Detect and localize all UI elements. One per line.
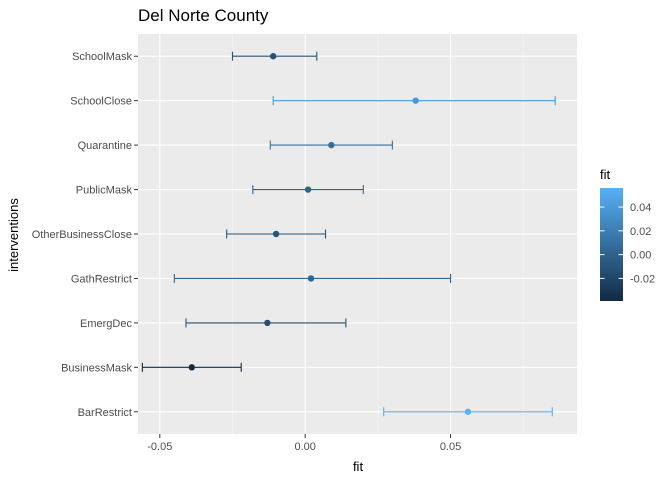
legend: fit -0.02 0.00 0.02 0.04 [600, 167, 655, 301]
y-tick-label: EmergDec [80, 318, 132, 330]
chart-title: Del Norte County [138, 6, 269, 25]
y-ticks: SchoolMask SchoolClose Quarantine PublicMas… [32, 51, 138, 419]
colorbar-tick-label: 0.04 [630, 202, 651, 214]
y-tick-label: BarRestrict [78, 407, 132, 419]
x-tick-label: -0.05 [147, 441, 172, 453]
y-tick-label: BusinessMask [61, 362, 132, 374]
colorbar-tick-label: -0.02 [630, 273, 655, 285]
point-PublicMask [304, 186, 312, 193]
y-axis-title: interventions [6, 198, 21, 272]
point-BarRestrict [464, 408, 472, 415]
colorbar-tick-label: 0.02 [630, 226, 651, 238]
y-tick-label: Quarantine [78, 140, 132, 152]
x-tick-label: 0.05 [440, 441, 461, 453]
legend-title: fit [600, 167, 611, 182]
x-axis-title: fit [353, 459, 364, 474]
y-tick-label: OtherBusinessClose [32, 229, 132, 241]
point-EmergDec [264, 319, 271, 327]
colorbar-ticks: -0.02 0.00 0.02 0.04 [600, 202, 655, 285]
y-tick-label: PublicMask [76, 185, 133, 197]
point-SchoolMask [269, 53, 277, 60]
point-BusinessMask [188, 364, 195, 371]
colorbar [600, 188, 623, 301]
colorbar-tick-label: 0.00 [630, 250, 651, 262]
point-Quarantine [328, 141, 335, 149]
y-tick-label: GathRestrict [71, 273, 132, 285]
point-OtherBusinessClose [272, 230, 280, 238]
point-GathRestrict [307, 275, 315, 282]
x-tick-label: 0.00 [294, 441, 315, 453]
point-SchoolClose [412, 97, 419, 104]
y-tick-label: SchoolClose [70, 96, 132, 108]
x-ticks: -0.05 0.00 0.05 [147, 434, 461, 453]
points [188, 53, 472, 415]
y-tick-label: SchoolMask [72, 51, 132, 63]
